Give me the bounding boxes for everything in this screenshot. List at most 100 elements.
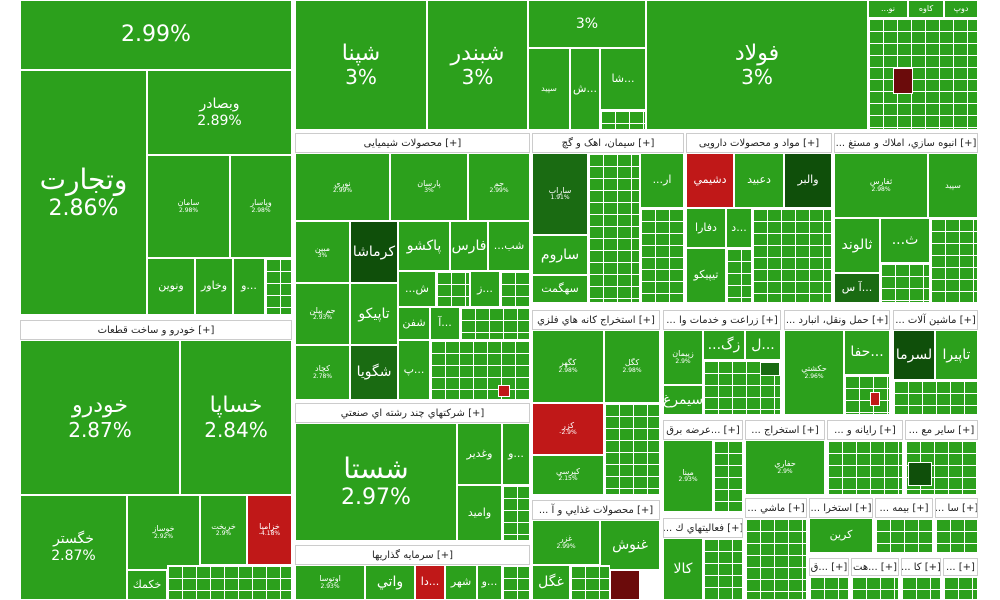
- tile-dashimi[interactable]: دشيمي: [686, 153, 734, 208]
- tile-vekhavar[interactable]: وخاور: [195, 258, 233, 315]
- tile-thalvand[interactable]: ثالوند: [834, 218, 880, 273]
- tile-shabandar[interactable]: شبندر 3%: [427, 0, 528, 130]
- tile-khodro[interactable]: خودرو 2.87%: [20, 340, 180, 495]
- tile-as[interactable]: آ س...: [834, 273, 880, 303]
- tile-khrikhtan[interactable]: خريخت 2.9%: [200, 495, 247, 565]
- tile-sha[interactable]: شا...: [600, 48, 646, 110]
- tile-kezar[interactable]: كزر -2.9%: [532, 403, 604, 455]
- tile-zpeyman[interactable]: زپيمان 2.9%: [663, 330, 703, 385]
- tile-parsan[interactable]: پارسان 3%: [390, 153, 468, 221]
- tile-mobin[interactable]: مبين 3%: [295, 221, 350, 283]
- tile-khosapa2[interactable]: خوساز 2.92%: [127, 495, 200, 570]
- tile-tapiko[interactable]: تاپيكو: [350, 283, 398, 345]
- tile-top-small3[interactable]: دوپ: [944, 0, 978, 18]
- tile-khekmok[interactable]: خكمك: [127, 570, 167, 600]
- sector-s3[interactable]: [+] ...هت: [851, 558, 899, 576]
- sector-realestate[interactable]: [+] انبوه سازي، املاك و مستغ ...: [834, 133, 978, 153]
- tile-saman[interactable]: سامان 2.98%: [147, 155, 230, 258]
- tile-khsapa[interactable]: خساپا 2.84%: [180, 340, 292, 495]
- sector-s1[interactable]: [+] سا ...: [935, 498, 978, 518]
- tile-l[interactable]: ل...: [745, 330, 781, 360]
- sector-machinery2[interactable]: [+] ماشي ...: [745, 498, 807, 518]
- sector-s4[interactable]: [+] كا ...: [901, 558, 941, 576]
- tile-shab[interactable]: ...شب: [488, 221, 530, 271]
- tile-kegohar[interactable]: كگهر 2.98%: [532, 330, 604, 403]
- tile-karmasha[interactable]: كرماشا: [350, 221, 398, 283]
- tile-dabid[interactable]: دعبيد: [734, 153, 784, 208]
- tile-navari[interactable]: نوري 2.99%: [295, 153, 390, 221]
- tile-vatoosa[interactable]: اوتوسا 2.93%: [295, 565, 365, 600]
- sector-computer[interactable]: [+] رايانه و ...: [827, 420, 903, 440]
- tile-transport-red[interactable]: [870, 392, 880, 406]
- sector-other-mining[interactable]: [+] سایر مع ...: [905, 420, 978, 440]
- tile-khzamia[interactable]: خزاميا -4.18%: [247, 495, 292, 565]
- tile-pakshu[interactable]: پاكشو: [398, 221, 450, 271]
- sector-agri[interactable]: [+] زراعت و خدمات وا ...: [663, 310, 781, 330]
- tile-saroom[interactable]: ساروم: [532, 235, 588, 275]
- tile-hakashti[interactable]: حكشتي 2.96%: [784, 330, 844, 415]
- tile-vesader[interactable]: وبصادر 2.89%: [147, 70, 292, 155]
- tile-v4[interactable]: و...: [502, 423, 530, 485]
- tile-kchad[interactable]: كچاد 2.78%: [295, 345, 350, 400]
- tile-shfan[interactable]: شفن: [398, 307, 430, 340]
- tile-a[interactable]: آ...: [430, 307, 460, 340]
- tile-shegoya[interactable]: شگويا: [350, 345, 398, 400]
- tile-sh[interactable]: ش...: [570, 48, 600, 130]
- tile-foolad[interactable]: فولاد 3%: [646, 0, 868, 130]
- tile-sepid[interactable]: سپید: [528, 48, 570, 130]
- tile-tolaras[interactable]: ثفارس 2.98%: [834, 153, 928, 218]
- tile-khegostar[interactable]: خگستر 2.87%: [20, 495, 127, 600]
- tile-food-maroon[interactable]: [610, 570, 640, 600]
- tile-foolad-red[interactable]: [893, 68, 913, 94]
- tile-t[interactable]: ...ث: [880, 218, 930, 263]
- tile-jam[interactable]: جم 2.99%: [468, 153, 530, 221]
- sector-multi[interactable]: [+] شركتهاي چند رشته اي صنعتي: [295, 403, 530, 423]
- tile-kaghal[interactable]: كگل 2.98%: [604, 330, 660, 403]
- tile-zg[interactable]: ...زگ: [703, 330, 745, 360]
- tile-sahgamt[interactable]: سهگمت: [532, 275, 588, 303]
- tile-vepasar[interactable]: وپاسار 2.98%: [230, 155, 292, 258]
- tile-p[interactable]: پ...: [398, 340, 430, 400]
- sector-s5[interactable]: [+] ...: [943, 558, 978, 576]
- tile-valbar[interactable]: والبر: [784, 153, 832, 208]
- tile-tejarat[interactable]: وتجارت 2.86%: [20, 70, 147, 315]
- tile-re-small[interactable]: سپید: [928, 153, 978, 218]
- tile-shahr[interactable]: شهر: [445, 565, 477, 600]
- tile-top-small1[interactable]: ...نو: [868, 0, 908, 18]
- tile-top-left[interactable]: 2.99%: [20, 0, 292, 70]
- tile-vaghadir[interactable]: وغدير: [457, 423, 502, 485]
- tile-d[interactable]: د...: [726, 208, 752, 248]
- tile-sarab[interactable]: ساراب 1.91%: [532, 153, 588, 235]
- tile-ghzar[interactable]: غزر 2.99%: [532, 520, 600, 565]
- tile-kala[interactable]: كالا: [663, 538, 703, 600]
- tile-da[interactable]: دا...: [415, 565, 445, 600]
- sector-extract3[interactable]: [+] استخرا ...: [809, 498, 873, 518]
- sector-electricity[interactable]: [+] ...عرضه برق: [663, 420, 743, 440]
- tile-tipiko[interactable]: تيپيكو: [686, 248, 726, 303]
- tile-vs[interactable]: و...: [477, 565, 502, 600]
- sector-extract2[interactable]: [+] استخراج ...: [745, 420, 825, 440]
- tile-mapna[interactable]: مپنا 2.93%: [663, 440, 713, 512]
- tile-agri-dark[interactable]: [760, 362, 780, 376]
- tile-fars[interactable]: فارس: [450, 221, 488, 271]
- tile-z[interactable]: ز...: [470, 271, 500, 307]
- sector-food[interactable]: [+] محصولات غذايي و آ ...: [532, 500, 660, 520]
- sector-investment[interactable]: [+] سرمايه گذاريها: [295, 545, 530, 565]
- tile-chem-red[interactable]: [498, 385, 510, 397]
- tile-ghnosh[interactable]: غنوش: [600, 520, 660, 570]
- tile-sh2[interactable]: ...ش: [398, 271, 436, 307]
- sector-pharma[interactable]: [+] مواد و محصولات دارویی: [686, 133, 832, 153]
- tile-top-small2[interactable]: كاوه: [908, 0, 944, 18]
- tile-shapna[interactable]: شپنا 3%: [295, 0, 427, 130]
- tile-jam-pilen[interactable]: جم پيلن 2.93%: [295, 283, 350, 345]
- tile-tapira[interactable]: تاپيرا: [935, 330, 978, 380]
- tile-novin[interactable]: ونوين: [147, 258, 195, 315]
- tile-other-mining-dark[interactable]: [908, 462, 932, 486]
- tile-vamid[interactable]: واميد: [457, 485, 502, 541]
- tile-ar[interactable]: ...ار: [640, 153, 684, 208]
- tile-simorgh[interactable]: سيمرغ: [663, 385, 703, 415]
- sector-cement[interactable]: [+] سیمان، اهک و گچ: [532, 133, 684, 153]
- tile-v3[interactable]: و...: [233, 258, 265, 315]
- tile-kopepsi[interactable]: كپرسي 2.15%: [532, 455, 604, 495]
- sector-transport[interactable]: [+] حمل ونقل، انبارد ...: [784, 310, 890, 330]
